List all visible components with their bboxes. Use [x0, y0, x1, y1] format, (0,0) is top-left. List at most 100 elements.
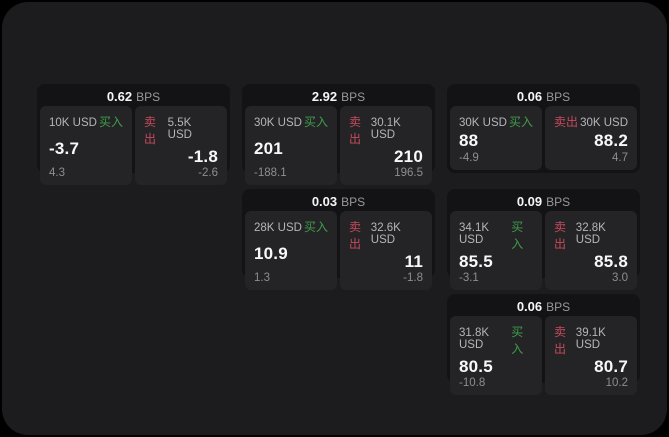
sell-quote-tile[interactable]: 卖出 32.8K USD 85.8 3.0 — [545, 211, 637, 290]
sell-price: 85.8 — [594, 252, 628, 271]
sell-quote-tile[interactable]: 卖出 32.6K USD 11 -1.8 — [340, 211, 432, 290]
bps-unit-label: BPS — [546, 300, 571, 314]
spread-value: 2.92 — [311, 89, 338, 104]
sell-tile-header: 卖出 5.5K USD — [144, 113, 218, 147]
sell-side-label[interactable]: 卖出 — [349, 115, 362, 146]
sell-side-label[interactable]: 卖出 — [144, 115, 157, 146]
sell-quote-tile[interactable]: 卖出 39.1K USD 80.7 10.2 — [545, 316, 637, 395]
buy-size-label: 30K USD — [459, 117, 507, 129]
quote-card: 0.03 BPS 28K USD 买入 10.9 1.3 卖出 32.6K USD… — [242, 189, 435, 290]
buy-quote-tile[interactable]: 31.8K USD 买入 80.5 -10.8 — [450, 316, 542, 395]
buy-tile-header: 30K USD 买入 — [459, 113, 533, 130]
buy-quote-tile[interactable]: 34.1K USD 买入 85.5 -3.1 — [450, 211, 542, 290]
buy-delta: -4.9 — [459, 152, 479, 164]
quote-card: 0.62 BPS 10K USD 买入 -3.7 4.3 卖出 5.5K USD … — [37, 84, 230, 185]
buy-tile-header: 34.1K USD 买入 — [459, 218, 533, 252]
buy-price: 88 — [459, 131, 479, 150]
sell-price: 210 — [394, 147, 423, 166]
buy-quote-tile[interactable]: 10K USD 买入 -3.7 4.3 — [40, 106, 132, 185]
spread-header: 0.06 BPS — [450, 87, 637, 106]
sell-size-label: 32.6K USD — [370, 222, 401, 246]
quote-card: 0.06 BPS 31.8K USD 买入 80.5 -10.8 卖出 39.1K… — [447, 294, 640, 395]
sell-side-label[interactable]: 卖出 — [554, 325, 567, 356]
sell-delta: -1.8 — [403, 272, 423, 284]
bps-unit-label: BPS — [341, 90, 366, 104]
buy-delta: -188.1 — [254, 167, 287, 179]
buy-price: 85.5 — [459, 252, 493, 271]
spread-header: 2.92 BPS — [245, 87, 432, 106]
sell-delta: 196.5 — [394, 167, 423, 179]
sell-quote-tile[interactable]: 卖出 30K USD 88.2 4.7 — [545, 106, 637, 170]
spread-header: 0.62 BPS — [40, 87, 227, 106]
sell-size-label: 30.1K USD — [370, 117, 401, 141]
buy-side-label[interactable]: 买入 — [303, 115, 328, 129]
buy-quote-tile[interactable]: 30K USD 买入 201 -188.1 — [245, 106, 337, 185]
quote-body: 28K USD 买入 10.9 1.3 卖出 32.6K USD 11 -1.8 — [245, 211, 432, 290]
buy-size-label: 10K USD — [49, 117, 97, 129]
buy-delta: 1.3 — [254, 272, 270, 284]
quote-card: 2.92 BPS 30K USD 买入 201 -188.1 卖出 30.1K U… — [242, 84, 435, 185]
sell-size-label: 5.5K USD — [167, 117, 192, 141]
sell-size-label: 30K USD — [580, 117, 628, 129]
sell-size-label: 32.8K USD — [575, 222, 606, 246]
spread-value: 0.09 — [516, 194, 543, 209]
sell-side-label[interactable]: 卖出 — [349, 220, 362, 251]
quote-body: 31.8K USD 买入 80.5 -10.8 卖出 39.1K USD 80.… — [450, 316, 637, 395]
sell-price: -1.8 — [187, 147, 218, 166]
spread-value: 0.62 — [106, 89, 133, 104]
spread-header: 0.09 BPS — [450, 192, 637, 211]
spread-header: 0.06 BPS — [450, 297, 637, 316]
sell-delta: -2.6 — [198, 167, 218, 179]
buy-size-label: 34.1K USD — [459, 222, 490, 246]
buy-delta: 4.3 — [49, 167, 65, 179]
buy-price: 80.5 — [459, 357, 493, 376]
quote-body: 34.1K USD 买入 85.5 -3.1 卖出 32.8K USD 85.8… — [450, 211, 637, 290]
quote-card: 0.06 BPS 30K USD 买入 88 -4.9 卖出 30K USD 88… — [447, 84, 640, 173]
quote-body: 10K USD 买入 -3.7 4.3 卖出 5.5K USD -1.8 -2.… — [40, 106, 227, 185]
buy-side-label[interactable]: 买入 — [511, 325, 524, 356]
buy-size-label: 31.8K USD — [459, 327, 490, 351]
buy-delta: -10.8 — [459, 377, 486, 389]
buy-side-label[interactable]: 买入 — [511, 220, 524, 251]
buy-tile-header: 30K USD 买入 — [254, 113, 328, 130]
sell-side-label[interactable]: 卖出 — [554, 115, 579, 129]
spread-value: 0.03 — [311, 194, 338, 209]
sell-delta: 4.7 — [612, 152, 628, 164]
buy-tile-header: 10K USD 买入 — [49, 113, 123, 130]
buy-price: -3.7 — [49, 138, 80, 158]
spread-value: 0.06 — [516, 299, 543, 314]
buy-price: 201 — [254, 138, 283, 158]
spread-header: 0.03 BPS — [245, 192, 432, 211]
sell-side-label[interactable]: 卖出 — [554, 220, 567, 251]
sell-size-label: 39.1K USD — [575, 327, 606, 351]
sell-delta: 3.0 — [612, 272, 628, 284]
quote-card: 0.09 BPS 34.1K USD 买入 85.5 -3.1 卖出 32.8K … — [447, 189, 640, 290]
buy-quote-tile[interactable]: 28K USD 买入 10.9 1.3 — [245, 211, 337, 290]
spread-value: 0.06 — [516, 89, 543, 104]
bps-unit-label: BPS — [341, 195, 366, 209]
buy-side-label[interactable]: 买入 — [508, 115, 533, 129]
buy-side-label[interactable]: 买入 — [303, 220, 328, 234]
bps-unit-label: BPS — [546, 90, 571, 104]
buy-tile-header: 31.8K USD 买入 — [459, 323, 533, 357]
sell-tile-header: 卖出 32.8K USD — [554, 218, 628, 252]
sell-delta: 10.2 — [605, 377, 628, 389]
bps-unit-label: BPS — [136, 90, 161, 104]
sell-quote-tile[interactable]: 卖出 30.1K USD 210 196.5 — [340, 106, 432, 185]
sell-tile-header: 卖出 30K USD — [554, 113, 628, 130]
buy-size-label: 30K USD — [254, 117, 302, 129]
sell-tile-header: 卖出 32.6K USD — [349, 218, 423, 252]
sell-price: 80.7 — [594, 357, 628, 376]
buy-size-label: 28K USD — [254, 222, 302, 234]
quote-body: 30K USD 买入 201 -188.1 卖出 30.1K USD 210 1… — [245, 106, 432, 185]
sell-tile-header: 卖出 30.1K USD — [349, 113, 423, 147]
buy-delta: -3.1 — [459, 272, 479, 284]
quotes-grid: 0.62 BPS 10K USD 买入 -3.7 4.3 卖出 5.5K USD … — [37, 84, 640, 395]
sell-quote-tile[interactable]: 卖出 5.5K USD -1.8 -2.6 — [135, 106, 227, 185]
sell-tile-header: 卖出 39.1K USD — [554, 323, 628, 357]
buy-side-label[interactable]: 买入 — [98, 115, 123, 129]
buy-quote-tile[interactable]: 30K USD 买入 88 -4.9 — [450, 106, 542, 170]
buy-tile-header: 28K USD 买入 — [254, 218, 328, 235]
sell-price: 11 — [404, 252, 423, 271]
